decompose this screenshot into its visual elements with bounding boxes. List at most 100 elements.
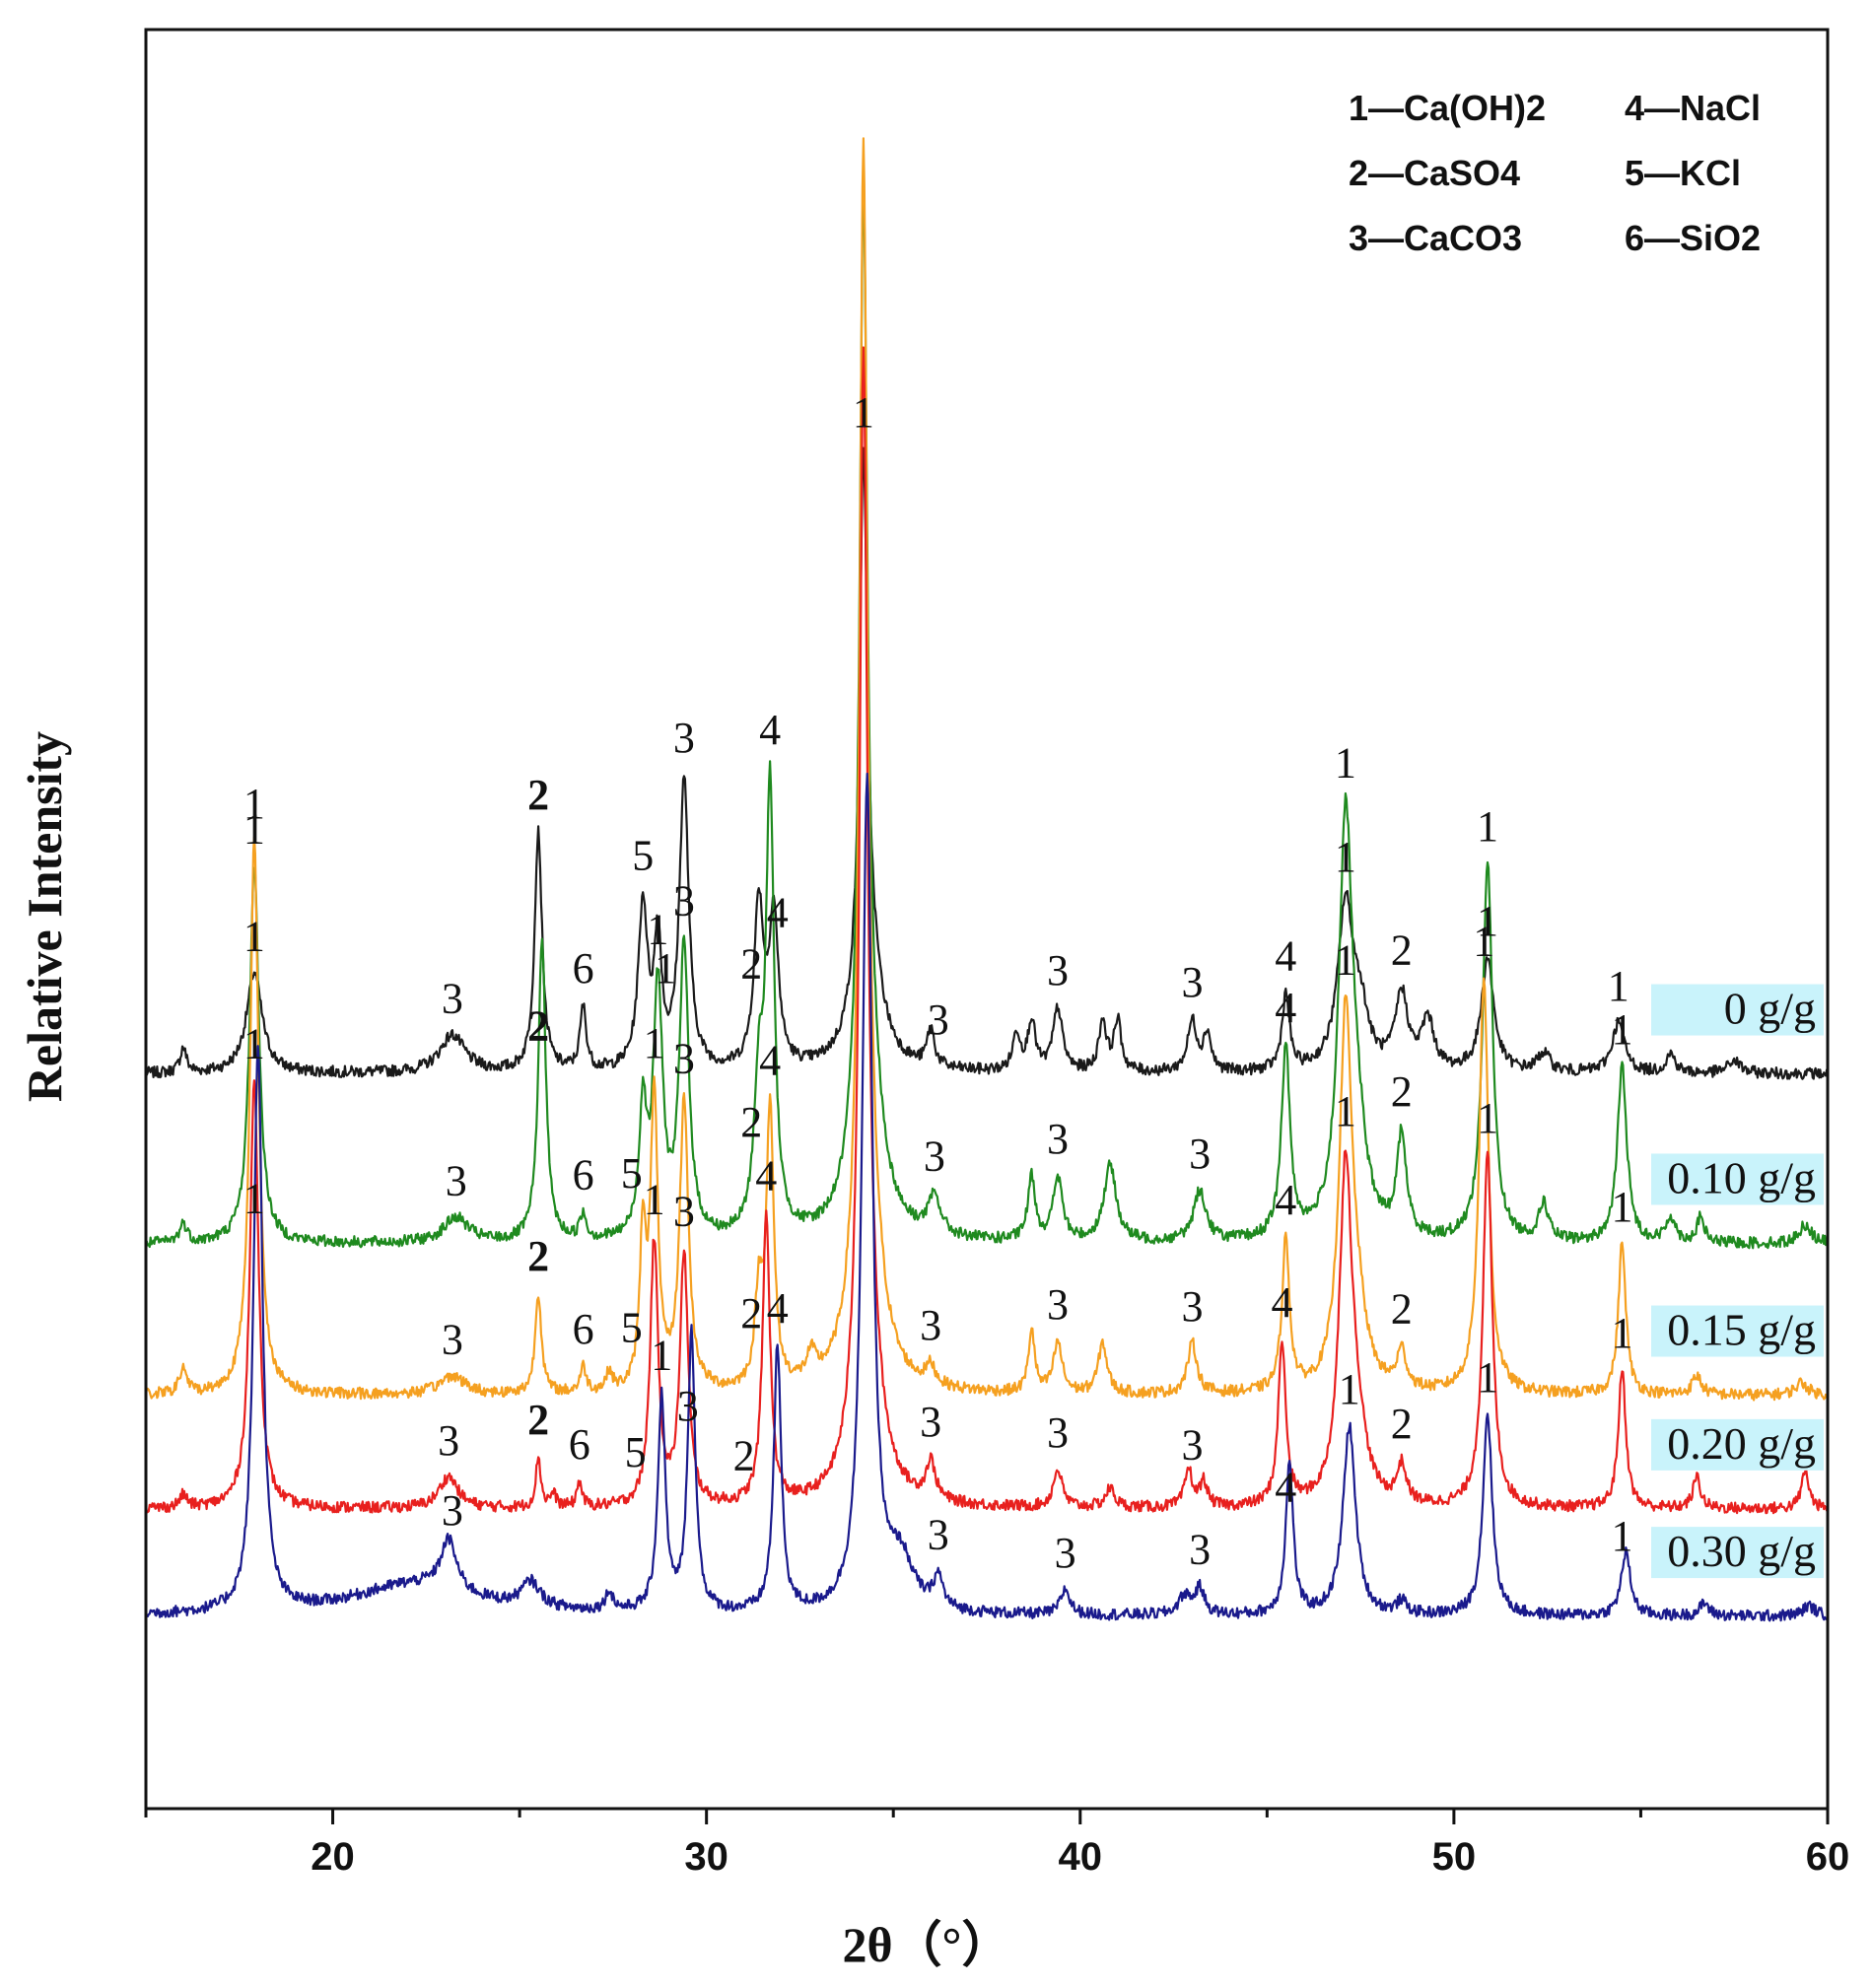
peak-label: 3	[1189, 1526, 1211, 1574]
legend-entry: 3—CaCO3	[1349, 218, 1522, 258]
series-name-badge	[1651, 984, 1824, 1036]
series-name-label: 0.10 g/g	[1667, 1152, 1816, 1202]
legend: 1—Ca(OH)2 2—CaSO4 3—CaCO3 4—NaCl 5—KCl 6—SiO2	[1349, 88, 1761, 258]
series-line-2	[144, 137, 1830, 1402]
peak-label: 1	[1477, 802, 1498, 851]
peak-label: 1	[644, 1176, 665, 1224]
x-tick-label: 20	[311, 1835, 355, 1879]
peak-label: 2	[740, 1289, 762, 1337]
peak-label: 3	[673, 1034, 695, 1082]
peak-label: 2	[1391, 1400, 1413, 1448]
peak-label: 3	[1047, 1280, 1069, 1329]
series-name-badge	[1651, 1305, 1824, 1357]
peak-label: 1	[243, 1020, 265, 1068]
peak-label: 3	[924, 1132, 945, 1181]
x-axis-title: 2θ（°）	[842, 1917, 1010, 1972]
peak-label: 3	[677, 1382, 699, 1430]
peak-label: 3	[1047, 946, 1069, 994]
peak-label: 3	[1047, 1115, 1069, 1163]
peak-label: 1	[1612, 1183, 1633, 1231]
x-tick-label: 40	[1059, 1835, 1103, 1879]
peak-label: 3	[920, 1398, 941, 1446]
peak-label: 2	[527, 771, 549, 819]
peak-label: 3	[920, 1301, 941, 1349]
series-line-3	[144, 346, 1830, 1515]
plot-frame	[144, 28, 1830, 1811]
peak-label: 4	[755, 1151, 777, 1200]
peak-label: 1	[1612, 1005, 1633, 1054]
peak-label: 4	[1275, 984, 1296, 1032]
peak-label: 1	[1335, 739, 1356, 788]
peak-label: 1	[1335, 935, 1356, 984]
peak-label: 2	[527, 1396, 549, 1444]
peak-label: 4	[767, 1284, 789, 1333]
peak-label: 1	[853, 388, 874, 437]
series-name-layer: 0 g/g 0.10 g/g 0.15 g/g 0.20 g/g 0.30 g/g	[1651, 984, 1824, 1579]
peak-label: 6	[573, 1305, 594, 1353]
peak-label: 3	[1047, 1408, 1069, 1457]
peak-label: 3	[673, 714, 695, 762]
peak-label: 2	[527, 1232, 549, 1280]
peak-label: 4	[767, 889, 789, 937]
x-axis-ticks: 20 30 40 50 60	[144, 1809, 1850, 1879]
legend-entry: 6—SiO2	[1625, 218, 1761, 258]
peak-label: 3	[928, 1511, 949, 1559]
peak-label: 3	[1182, 1282, 1204, 1331]
y-axis-title: Relative Intensity	[17, 731, 72, 1102]
peak-label: 6	[569, 1420, 590, 1469]
series-name-badge	[1651, 1527, 1824, 1579]
peak-label: 1	[647, 905, 668, 953]
peak-label: 1	[1612, 1512, 1633, 1560]
peak-label: 2	[1391, 926, 1413, 975]
peak-label: 1	[651, 1332, 672, 1380]
peak-label: 1	[1477, 1353, 1498, 1402]
series-line-4	[144, 772, 1829, 1622]
peak-label: 6	[573, 944, 594, 993]
series-line-1	[145, 181, 1830, 1250]
peak-label: 1	[1612, 1309, 1633, 1357]
peak-label: 3	[1182, 958, 1204, 1006]
legend-entry: 2—CaSO4	[1349, 153, 1520, 193]
peak-label: 2	[1391, 1285, 1413, 1334]
series-name-label: 0 g/g	[1724, 984, 1816, 1034]
peak-label: 1	[655, 944, 676, 993]
peak-label: 1	[1477, 897, 1498, 945]
peak-label: 5	[632, 832, 654, 880]
peak-label: 1	[1339, 1365, 1360, 1413]
peak-label: 3	[442, 1315, 463, 1363]
peak-label: 1	[243, 913, 265, 961]
peak-label: 1	[243, 805, 265, 854]
peak-label: 1	[1608, 962, 1629, 1010]
peak-label: 4	[1275, 1176, 1296, 1224]
peak-label: 3	[1055, 1529, 1076, 1577]
peak-label: 1	[1335, 1087, 1356, 1135]
legend-entry: 1—Ca(OH)2	[1349, 88, 1546, 128]
peak-label: 5	[621, 1149, 643, 1198]
series-name-label: 0.30 g/g	[1667, 1526, 1816, 1576]
peak-label: 4	[1275, 932, 1296, 981]
series-line-0	[144, 446, 1829, 1080]
peak-label: 3	[928, 995, 949, 1044]
peak-label: 1	[1335, 833, 1356, 881]
peak-label: 5	[621, 1304, 643, 1352]
legend-entry: 4—NaCl	[1625, 88, 1761, 128]
peak-label: 3	[438, 1416, 459, 1465]
peak-label: 4	[1272, 1278, 1293, 1327]
series-name-badge	[1651, 1418, 1824, 1471]
peak-label: 3	[442, 975, 463, 1023]
peak-label: 2	[1391, 1067, 1413, 1116]
peak-label: 4	[759, 706, 781, 754]
peak-label: 3	[673, 1187, 695, 1235]
peak-label: 6	[573, 1150, 594, 1199]
x-tick-label: 60	[1806, 1835, 1850, 1879]
peak-label: 1	[644, 1019, 665, 1067]
peak-label: 1	[243, 780, 265, 828]
series-layer	[144, 137, 1830, 1622]
peak-label: 2	[733, 1431, 755, 1479]
x-tick-label: 50	[1432, 1835, 1477, 1879]
peak-label: 4	[1275, 1464, 1296, 1512]
peak-label: 3	[446, 1157, 467, 1205]
peak-label: 4	[759, 1037, 781, 1085]
